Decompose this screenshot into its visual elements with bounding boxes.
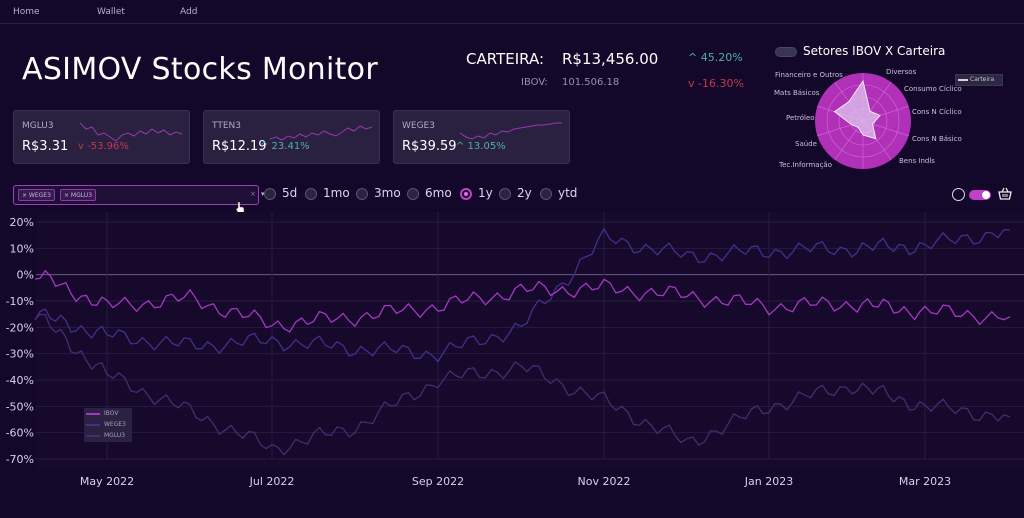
legend-wege3: WEGE3 (86, 420, 126, 430)
card-price: R$12.19 (212, 139, 267, 154)
card-ticker: TTEN3 (212, 121, 241, 131)
x-tick-label: Jul 2022 (249, 475, 295, 488)
portfolio-value: R$13,456.00 (562, 50, 659, 68)
series-line-ibov (34, 269, 1011, 333)
x-tick-label: May 2022 (80, 475, 134, 488)
stock-card-mglu3[interactable]: MGLU3 R$3.31 v -53.96% (13, 110, 190, 164)
card-sparkline (269, 125, 373, 141)
legend-mglu3: MGLU3 (86, 431, 125, 441)
basket-icon[interactable] (998, 187, 1012, 201)
card-ticker: WEGE3 (402, 121, 435, 131)
y-tick-label: -40% (6, 374, 34, 387)
card-sparkline (79, 122, 183, 142)
range-label: ytd (558, 186, 578, 200)
radar-title: Setores IBOV X Carteira (803, 44, 946, 58)
radio-button[interactable] (407, 188, 419, 200)
x-tick-label: Sep 2022 (412, 475, 464, 488)
user-icon[interactable] (952, 188, 965, 201)
nav-add[interactable]: Add (180, 7, 198, 17)
series-line-mglu3 (34, 313, 1011, 456)
top-nav: Home Wallet Add (0, 0, 1024, 24)
radio-button[interactable] (305, 188, 317, 200)
app-title: ASIMOV Stocks Monitor (22, 52, 378, 87)
chip-wege3[interactable]: × WEGE3 (18, 189, 55, 201)
x-tick-label: Jan 2023 (744, 475, 793, 488)
sector-toggle[interactable] (775, 47, 797, 57)
ibov-change: v -16.30% (688, 77, 744, 90)
radio-button[interactable] (499, 188, 511, 200)
card-price: R$3.31 (22, 139, 69, 154)
nav-home[interactable]: Home (13, 7, 40, 17)
range-label: 1y (478, 186, 493, 200)
y-tick-label: -70% (6, 453, 34, 466)
carteira-area (833, 80, 881, 140)
radar-label: Diversos (886, 68, 917, 76)
range-label: 6mo (425, 186, 452, 200)
radar-label: Petróleo (786, 114, 815, 122)
radio-button[interactable] (540, 188, 552, 200)
performance-chart: 20% 10% 0% -10% -20% -30% -40% -50% -60% -70% May … (6, 212, 1024, 488)
y-tick-label: 10% (10, 242, 34, 255)
wallet-toggle[interactable] (969, 190, 991, 200)
card-change: ^ 23.41% (260, 141, 310, 152)
card-change: ^ 13.05% (456, 141, 506, 152)
radar-label: Tec.Informação (779, 161, 832, 169)
range-label: 3mo (374, 186, 401, 200)
sector-radar-chart (815, 73, 911, 169)
card-price: R$39.59 (402, 139, 457, 154)
y-tick-label: -10% (6, 295, 34, 308)
chip-mglu3[interactable]: × MGLU3 (60, 189, 97, 201)
radio-button[interactable] (356, 188, 368, 200)
legend-ibov: IBOV (86, 409, 119, 419)
chart-legend: IBOV WEGE3 MGLU3 (84, 408, 132, 442)
ibov-value: 101.506.18 (562, 77, 620, 88)
chevron-down-icon[interactable]: ▾ (261, 190, 265, 198)
radar-label: Saúde (795, 140, 817, 148)
radio-button[interactable] (460, 188, 472, 200)
radar-legend: Carteira (955, 74, 1003, 86)
stock-card-tten3[interactable]: TTEN3 R$12.19 ^ 23.41% (203, 110, 380, 164)
view-controls (952, 187, 1014, 203)
range-label: 1mo (323, 186, 350, 200)
radar-label: Cons N Básico (912, 135, 962, 143)
series-line-wege3 (34, 227, 1011, 363)
stock-card-wege3[interactable]: WEGE3 R$39.59 ^ 13.05% (393, 110, 570, 164)
radar-label: Mats Básicos (774, 89, 820, 97)
portfolio-change: ^ 45.20% (688, 51, 743, 64)
card-ticker: MGLU3 (22, 121, 54, 131)
radar-label: Bens Indls (899, 157, 935, 165)
ticker-multiselect[interactable]: × WEGE3 × MGLU3 × ▾ (13, 185, 265, 205)
clear-icon[interactable]: × (250, 190, 256, 198)
y-tick-label: 0% (17, 269, 34, 282)
radar-label: Cons N Cíclico (912, 108, 962, 116)
y-tick-label: -20% (6, 321, 34, 334)
radar-label: Financeiro e Outros (775, 71, 843, 79)
ibov-label: IBOV: (521, 77, 548, 88)
nav-wallet[interactable]: Wallet (97, 7, 125, 17)
radar-label: Consumo Cíclico (904, 85, 962, 93)
x-tick-label: Mar 2023 (899, 475, 951, 488)
y-tick-label: -60% (6, 427, 34, 440)
portfolio-label: CARTEIRA: (466, 50, 544, 68)
y-tick-label: 20% (10, 216, 34, 229)
y-tick-label: -30% (6, 348, 34, 361)
y-tick-label: -50% (6, 400, 34, 413)
hand-cursor-icon (235, 202, 245, 214)
radio-button[interactable] (264, 188, 276, 200)
card-change: v -53.96% (78, 141, 129, 152)
range-label: 5d (282, 186, 298, 200)
range-label: 2y (517, 186, 532, 200)
x-tick-label: Nov 2022 (578, 475, 631, 488)
card-sparkline (459, 122, 562, 140)
